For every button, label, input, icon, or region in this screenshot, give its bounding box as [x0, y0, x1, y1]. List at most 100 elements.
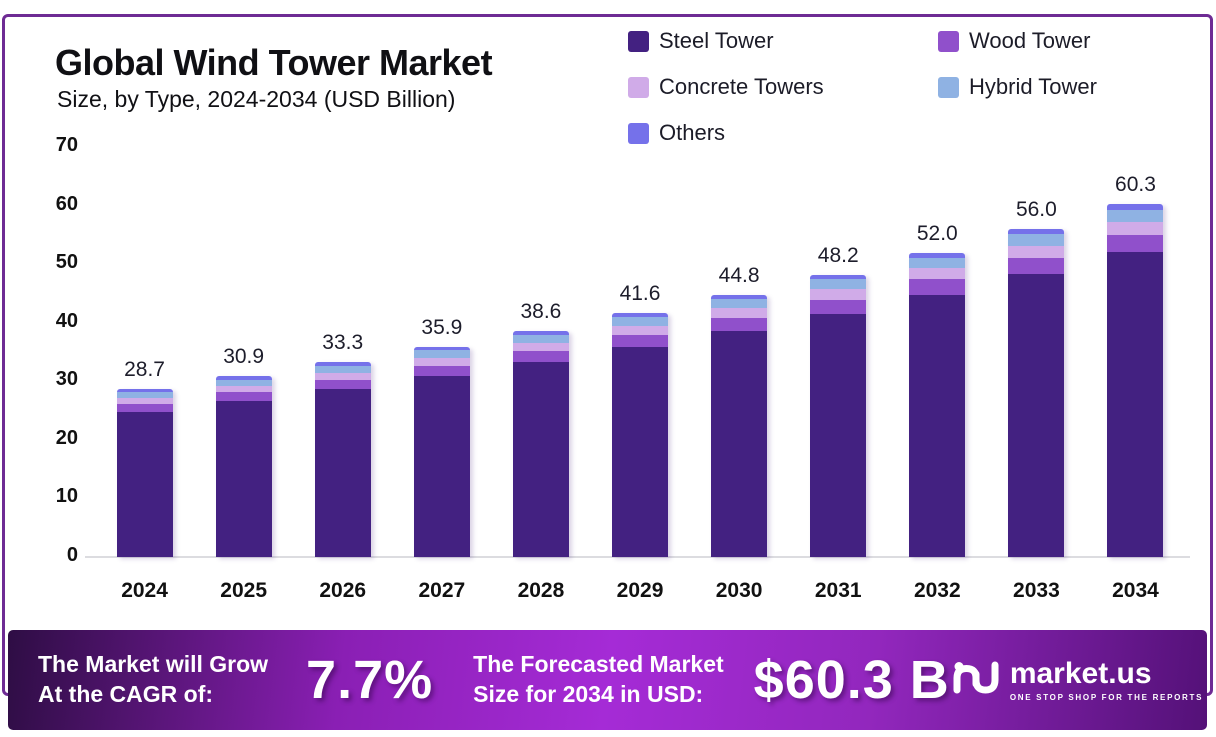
y-tick-label: 70: [55, 134, 78, 156]
bar-segment-others: [1107, 203, 1164, 210]
legend-label: Hybrid Tower: [969, 74, 1097, 99]
bar-segment-concrete-towers: [413, 357, 470, 366]
bar-segment-wood-tower: [1107, 235, 1164, 253]
bar-group-2024: 28.7 2024: [95, 147, 194, 602]
bar-segment-hybrid-tower: [314, 365, 371, 373]
bar-segment-hybrid-tower: [909, 257, 966, 269]
bar-segment-others: [909, 252, 966, 258]
x-axis-label: 2024: [121, 579, 168, 602]
bar-segment-wood-tower: [909, 279, 966, 295]
bar-stack: [215, 376, 272, 557]
bar-segment-concrete-towers: [512, 342, 569, 351]
bar-group-2028: 38.6 2028: [491, 147, 590, 602]
x-axis-label: 2031: [814, 579, 862, 602]
bar-segment-steel-tower: [1008, 274, 1065, 557]
bar-segment-wood-tower: [810, 299, 867, 314]
bar-segment-others: [116, 388, 173, 392]
bar-segment-wood-tower: [215, 392, 272, 402]
legend-label: Others: [659, 120, 726, 145]
bar-segment-others: [512, 331, 569, 335]
bar-segment-steel-tower: [413, 376, 470, 557]
bar-total-label: 60.3: [1115, 172, 1156, 196]
x-axis-line: [85, 556, 1190, 558]
bar-total-label: 30.9: [223, 345, 265, 369]
bar-group-2032: 52.0 2032: [888, 147, 987, 602]
bar-segment-wood-tower: [711, 318, 768, 331]
y-tick-label: 30: [55, 368, 78, 391]
bar-segment-steel-tower: [810, 313, 867, 557]
bar-segment-others: [413, 346, 470, 351]
y-tick-label: 10: [55, 485, 78, 508]
bar-group-2031: 48.2 2031: [789, 147, 888, 602]
bar-stack: [810, 274, 867, 557]
cagr-label-line1: The Market will Grow: [38, 651, 269, 678]
bar-segment-steel-tower: [909, 294, 966, 557]
bar-stack: [1008, 229, 1065, 557]
bar-total-label: 48.2: [817, 243, 859, 267]
x-axis-label: 2029: [616, 579, 664, 602]
bar-segment-others: [612, 313, 669, 318]
bar-segment-concrete-towers: [612, 326, 669, 336]
y-axis: 70 60 50 40 30 20 10 0: [30, 134, 78, 566]
bar-segment-steel-tower: [215, 401, 272, 557]
bar-segment-wood-tower: [1008, 258, 1065, 275]
bar-plot-area: 28.7 2024 30.9 2025 33.3 2026 35.9 2027 38.6 2028…: [95, 147, 1185, 602]
bar-segment-concrete-towers: [215, 386, 272, 393]
forecast-label-line2: Size for 2034 in USD:: [473, 681, 704, 707]
legend-swatch: [938, 76, 959, 98]
bar-total-label: 56.0: [1015, 198, 1057, 222]
bar-segment-others: [215, 376, 272, 380]
bar-group-2033: 56.0 2033: [987, 147, 1086, 602]
bar-segment-others: [314, 362, 371, 366]
bar-group-2034: 60.3 2034: [1086, 147, 1185, 602]
bar-segment-steel-tower: [1107, 252, 1164, 557]
forecast-label-line1: The Forecasted Market: [473, 651, 724, 678]
bar-segment-hybrid-tower: [215, 379, 272, 387]
bar-segment-steel-tower: [116, 412, 173, 557]
y-tick-label: 50: [55, 251, 78, 274]
legend-item-concrete-towers: Concrete Towers: [628, 74, 938, 100]
legend-label: Concrete Towers: [659, 74, 824, 99]
brand-tagline: ONE STOP SHOP FOR THE REPORTS: [1009, 692, 1204, 702]
bar-segment-steel-tower: [512, 362, 569, 557]
forecast-label: The Forecasted Market Size for 2034 in U…: [473, 650, 724, 710]
bar-stack: [512, 331, 569, 557]
y-tick-label: 40: [55, 309, 78, 332]
bar-segment-steel-tower: [711, 330, 768, 557]
bar-segment-wood-tower: [116, 404, 173, 413]
bar-group-2029: 41.6 2029: [590, 147, 689, 602]
bar-stack: [1107, 203, 1164, 557]
bar-total-label: 33.3: [322, 331, 364, 355]
bar-segment-hybrid-tower: [413, 350, 470, 358]
legend-item-others: Others: [628, 120, 938, 146]
bar-stack: [612, 313, 669, 557]
legend-item-wood-tower: Wood Tower: [938, 28, 1097, 54]
bar-segment-hybrid-tower: [116, 391, 173, 398]
y-tick-label: 20: [55, 426, 78, 449]
bar-segment-concrete-towers: [1008, 246, 1065, 259]
bar-segment-wood-tower: [413, 365, 470, 376]
bar-stack: [711, 294, 768, 557]
cagr-label: The Market will Grow At the CAGR of:: [38, 650, 268, 710]
market-us-logo-icon: [950, 657, 1000, 704]
legend-item-steel-tower: Steel Tower: [628, 28, 938, 54]
bottom-banner: The Market will Grow At the CAGR of: 7.7…: [8, 630, 1207, 730]
bar-group-2030: 44.8 2030: [690, 147, 789, 602]
bar-total-label: 44.8: [718, 263, 760, 287]
x-axis-label: 2025: [220, 579, 267, 602]
brand-text: market.us ONE STOP SHOP FOR THE REPORTS: [1009, 656, 1204, 702]
bar-stack: [314, 362, 371, 557]
x-axis-label: 2033: [1013, 579, 1060, 602]
bar-segment-concrete-towers: [1107, 221, 1164, 236]
legend-swatch: [938, 30, 959, 52]
bar-segment-concrete-towers: [810, 289, 867, 300]
bar-segment-others: [1008, 229, 1065, 235]
bar-segment-hybrid-tower: [1008, 234, 1065, 247]
bar-stack: [413, 346, 470, 557]
x-axis-label: 2032: [913, 579, 961, 602]
bar-total-label: 52.0: [916, 221, 958, 245]
brand-name: market.us: [1009, 656, 1152, 690]
page-title: Global Wind Tower Market: [55, 42, 493, 83]
y-tick-label: 60: [55, 192, 78, 215]
page-subtitle: Size, by Type, 2024-2034 (USD Billion): [57, 86, 456, 112]
